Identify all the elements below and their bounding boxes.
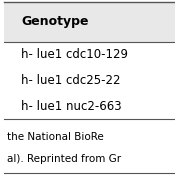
Bar [4, 2, 175, 42]
Text: h- lue1 cdc10-129: h- lue1 cdc10-129 [21, 48, 128, 61]
Text: al). Reprinted from Gr: al). Reprinted from Gr [7, 154, 121, 164]
Text: Genotype: Genotype [21, 15, 89, 28]
Text: the National BioRe: the National BioRe [7, 132, 104, 142]
Text: h- lue1 cdc25-22: h- lue1 cdc25-22 [21, 74, 121, 87]
Text: h- lue1 nuc2-663: h- lue1 nuc2-663 [21, 100, 122, 113]
